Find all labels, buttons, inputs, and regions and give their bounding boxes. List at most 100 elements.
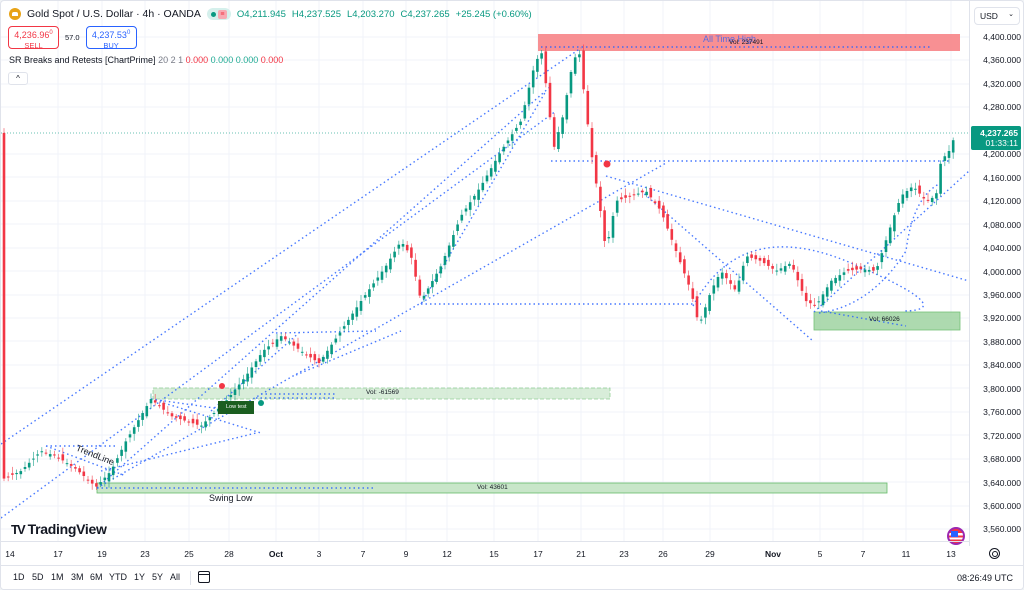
range-5d-button[interactable]: 5D xyxy=(32,572,44,582)
price-tick: 3,600.000 xyxy=(983,501,1021,511)
break-marker xyxy=(219,383,225,389)
swing-low-label: Swing Low xyxy=(209,493,253,503)
trade-buttons: 4,236.960 SELL 57.0 4,237.530 BUY xyxy=(8,26,137,50)
time-tick: 9 xyxy=(403,549,409,559)
axis-settings-icon[interactable] xyxy=(989,548,1000,559)
time-tick: 5 xyxy=(817,549,823,559)
buy-button[interactable]: 4,237.530 BUY xyxy=(85,26,137,50)
time-tick: 17 xyxy=(533,549,543,559)
price-tick: 4,160.000 xyxy=(983,172,1021,183)
gold-symbol-icon xyxy=(9,8,21,20)
time-tick: 19 xyxy=(97,549,107,559)
time-tick: Oct xyxy=(268,549,284,559)
price-tick: 3,880.000 xyxy=(983,336,1021,347)
price-axis[interactable]: 4,400.000 4,360.000 4,320.000 4,280.000 4,20… xyxy=(969,1,1023,546)
price-tick: 3,760.000 xyxy=(983,407,1021,418)
utc-clock[interactable]: 08:26:49 UTC xyxy=(956,573,1013,583)
time-tick: 7 xyxy=(360,549,366,559)
indicator-name: SR Breaks and Retests [ChartPrime] xyxy=(9,55,156,65)
time-tick: 26 xyxy=(658,549,668,559)
tradingview-logo[interactable]: TV TradingView xyxy=(11,521,107,537)
time-axis[interactable]: 14 17 19 23 25 28 Oct 3 7 9 12 15 17 21 23 26 29 Nov 5 7 11 1… xyxy=(1,541,969,565)
time-tick: 7 xyxy=(860,549,866,559)
toolbar-divider xyxy=(190,571,191,585)
time-tick: 3 xyxy=(316,549,322,559)
ohlc-change: +25.245 (+0.60%) xyxy=(455,8,532,20)
collapse-legend-button[interactable]: ^ xyxy=(8,72,28,85)
low-zone-vol-label: Vol: 43601 xyxy=(477,484,508,491)
price-tick: 4,320.000 xyxy=(983,78,1021,89)
chart-pane[interactable]: Low test All Time High Vol: 237491 Vol: … xyxy=(1,1,969,545)
events-icon: ≡ xyxy=(217,9,227,19)
price-tick: 3,640.000 xyxy=(983,477,1021,488)
chevron-down-icon: ⌄ xyxy=(1008,11,1014,18)
ohlc-high: H4,237.525 xyxy=(291,8,341,20)
price-tick: 4,280.000 xyxy=(983,102,1021,113)
time-tick: 13 xyxy=(946,549,956,559)
market-status-badge[interactable]: ≡ xyxy=(206,8,231,20)
last-price-label: 4,237.265 01:33:11 xyxy=(971,126,1021,150)
all-time-high-zone xyxy=(538,34,960,51)
price-tick: 3,800.000 xyxy=(983,383,1021,394)
time-tick: 14 xyxy=(5,549,15,559)
price-tick: 3,960.000 xyxy=(983,289,1021,300)
bar-countdown: 01:33:11 xyxy=(985,138,1018,148)
time-tick: Nov xyxy=(764,549,782,559)
price-tick: 4,120.000 xyxy=(983,196,1021,207)
chart-canvas[interactable] xyxy=(1,1,969,541)
ath-vol-label: Vol: 237491 xyxy=(729,39,764,46)
us-flag-event-icon[interactable] xyxy=(947,527,965,545)
time-tick: 17 xyxy=(53,549,63,559)
candlestick-series xyxy=(2,44,955,490)
time-tick: 28 xyxy=(224,549,234,559)
price-tick: 3,680.000 xyxy=(983,454,1021,465)
symbol-title[interactable]: Gold Spot / U.S. Dollar · 4h · OANDA xyxy=(27,8,201,20)
range-1y-button[interactable]: 1Y xyxy=(134,572,146,582)
time-tick: 23 xyxy=(619,549,629,559)
price-tick: 4,200.000 xyxy=(983,149,1021,160)
time-tick: 23 xyxy=(140,549,150,559)
indicator-legend[interactable]: SR Breaks and Retests [ChartPrime] 20 2 … xyxy=(9,55,284,65)
time-tick: 15 xyxy=(489,549,499,559)
price-tick: 3,720.000 xyxy=(983,430,1021,441)
price-tick: 4,080.000 xyxy=(983,219,1021,230)
range-toolbar: 1D 5D 1M 3M 6M YTD 1Y 5Y All 08:26:49 UT… xyxy=(1,565,1023,589)
currency-selector[interactable]: USD ⌄ xyxy=(974,7,1020,25)
sr-zone-nov xyxy=(813,311,961,331)
range-5y-button[interactable]: 5Y xyxy=(152,572,164,582)
low-test-label: Low test xyxy=(226,404,247,410)
go-to-date-calendar-icon[interactable] xyxy=(198,571,210,583)
tradingview-mark-icon: TV xyxy=(11,521,26,537)
time-tick: 11 xyxy=(901,549,911,559)
symbol-legend[interactable]: Gold Spot / U.S. Dollar · 4h · OANDA ≡ O… xyxy=(9,8,532,20)
ohlc-close: C4,237.265 xyxy=(400,8,450,20)
price-tick: 4,360.000 xyxy=(983,55,1021,66)
low-test-label-bg xyxy=(218,401,254,414)
range-6m-button[interactable]: 6M xyxy=(90,572,103,582)
range-all-button[interactable]: All xyxy=(170,572,181,582)
spread-value: 57.0 xyxy=(65,33,80,42)
market-open-icon xyxy=(210,11,216,17)
sell-button[interactable]: 4,236.960 SELL xyxy=(8,26,59,50)
time-tick: 21 xyxy=(576,549,586,559)
range-3m-button[interactable]: 3M xyxy=(71,572,84,582)
price-tick: 3,920.000 xyxy=(983,313,1021,324)
range-1d-button[interactable]: 1D xyxy=(13,572,25,582)
range-ytd-button[interactable]: YTD xyxy=(109,572,127,582)
nov-zone-vol-label: Vol: 66026 xyxy=(869,316,900,323)
price-tick: 3,840.000 xyxy=(983,360,1021,371)
sr-zone-mid xyxy=(152,387,611,400)
time-tick: 12 xyxy=(442,549,452,559)
retest-marker xyxy=(258,400,264,406)
break-marker xyxy=(603,160,611,168)
mid-zone-vol-label: Vol: -61569 xyxy=(366,389,399,396)
ohlc-open: O4,211.945 xyxy=(236,8,286,20)
all-time-high-label: All Time High xyxy=(703,34,757,44)
range-1m-button[interactable]: 1M xyxy=(51,572,64,582)
time-tick: 29 xyxy=(705,549,715,559)
price-tick: 4,040.000 xyxy=(983,243,1021,254)
price-tick: 4,000.000 xyxy=(983,266,1021,277)
price-tick: 4,400.000 xyxy=(983,32,1021,42)
indicator-params: 20 2 1 xyxy=(158,55,184,65)
time-tick: 25 xyxy=(184,549,194,559)
